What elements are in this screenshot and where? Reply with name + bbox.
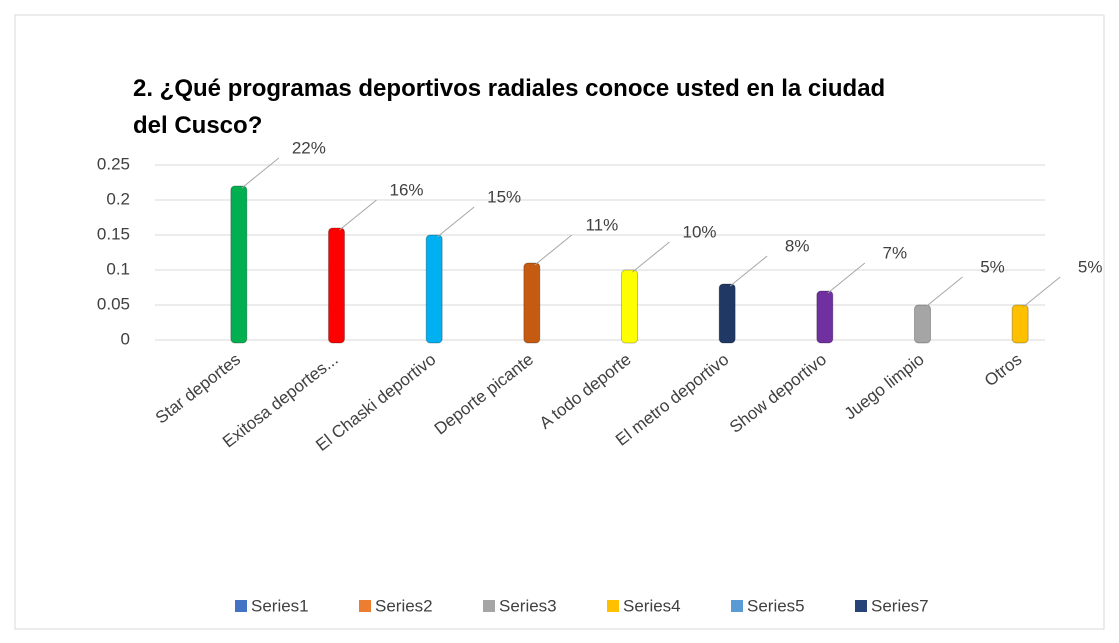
leader-line bbox=[925, 276, 963, 308]
legend-swatch bbox=[855, 600, 867, 612]
legend-label: Series5 bbox=[747, 596, 805, 615]
legend-swatch bbox=[731, 600, 743, 612]
data-label: 10% bbox=[682, 222, 716, 241]
leader-line bbox=[729, 255, 768, 287]
bar bbox=[230, 185, 248, 344]
chart-border bbox=[14, 14, 1105, 630]
data-label: 11% bbox=[585, 215, 618, 234]
legend-swatch bbox=[359, 600, 371, 612]
legend-label: Series1 bbox=[251, 596, 309, 615]
data-label: 7% bbox=[883, 243, 908, 262]
y-tick-label: 0.2 bbox=[106, 189, 130, 208]
data-label: 15% bbox=[487, 187, 521, 206]
legend-label: Series4 bbox=[623, 596, 681, 615]
y-tick-label: 0 bbox=[121, 329, 130, 348]
data-label: 22% bbox=[292, 138, 326, 157]
y-tick-label: 0.15 bbox=[97, 224, 130, 243]
bar bbox=[425, 234, 443, 344]
legend-label: Series2 bbox=[375, 596, 433, 615]
y-tick-label: 0.25 bbox=[97, 154, 130, 173]
bar bbox=[718, 283, 736, 344]
bar bbox=[816, 290, 834, 344]
legend-label: Series3 bbox=[499, 596, 557, 615]
y-tick-label: 0.1 bbox=[106, 259, 130, 278]
leader-line bbox=[339, 199, 377, 231]
bar bbox=[523, 262, 541, 344]
bar bbox=[1011, 304, 1029, 344]
chart-title: del Cusco? bbox=[133, 112, 262, 139]
leader-line bbox=[241, 157, 280, 189]
leader-line bbox=[1022, 276, 1061, 308]
y-tick-label: 0.05 bbox=[97, 294, 130, 313]
leader-line bbox=[534, 234, 573, 266]
chart-title: 2. ¿Qué programas deportivos radiales co… bbox=[133, 75, 885, 102]
leader-line bbox=[827, 262, 866, 294]
data-label: 5% bbox=[1078, 257, 1103, 276]
legend-swatch bbox=[483, 600, 495, 612]
leader-line bbox=[632, 241, 670, 273]
data-label: 16% bbox=[389, 180, 423, 199]
bar bbox=[914, 304, 931, 344]
leader-line bbox=[436, 206, 475, 238]
legend-label: Series7 bbox=[871, 596, 929, 615]
data-label: 5% bbox=[980, 257, 1005, 276]
legend-swatch bbox=[607, 600, 619, 612]
bar bbox=[621, 269, 638, 344]
legend-swatch bbox=[235, 600, 247, 612]
bar bbox=[328, 227, 345, 344]
data-label: 8% bbox=[785, 236, 810, 255]
